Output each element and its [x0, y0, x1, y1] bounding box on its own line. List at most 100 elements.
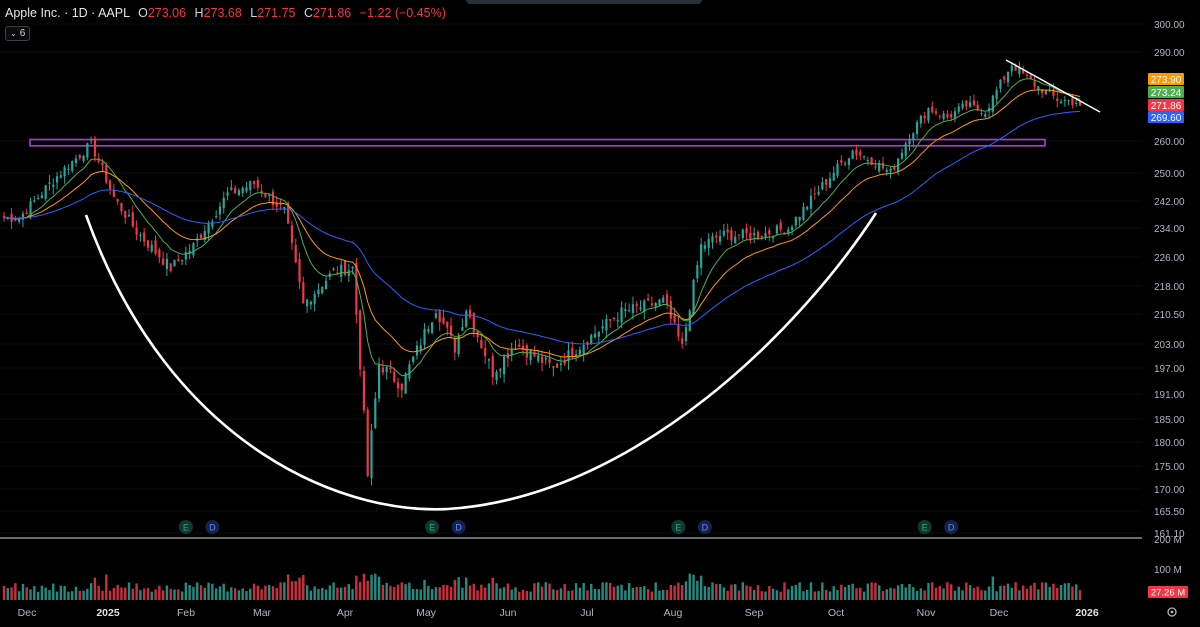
candle-body	[275, 202, 278, 207]
dividend-marker[interactable]: D	[205, 520, 220, 534]
volume-bar	[230, 587, 233, 600]
candle	[563, 353, 566, 367]
dividend-marker[interactable]: D	[451, 520, 466, 534]
volume-bar	[70, 591, 74, 600]
candle	[283, 206, 286, 214]
candle-body	[434, 313, 438, 318]
candle-body	[139, 235, 142, 237]
volume-bar	[824, 590, 828, 600]
volume-bar	[896, 585, 900, 600]
volume-bar	[1021, 585, 1025, 600]
candle	[643, 299, 646, 320]
volume-bar	[196, 582, 199, 600]
candle	[806, 205, 809, 211]
volume-bar	[279, 582, 282, 600]
volume-bar	[173, 589, 176, 600]
candle	[1025, 71, 1029, 79]
candle-body	[461, 327, 464, 331]
candle	[290, 220, 294, 250]
candle	[408, 360, 411, 382]
volume-bar	[870, 582, 873, 600]
volume-bar	[1037, 589, 1040, 600]
candle-body	[597, 331, 600, 337]
candle-body	[878, 162, 881, 172]
earnings-marker[interactable]: E	[178, 520, 193, 534]
candle	[434, 309, 438, 320]
candle	[688, 308, 691, 332]
dividend-marker[interactable]: D	[944, 520, 959, 534]
candle-body	[1033, 81, 1036, 87]
candle-body	[987, 108, 991, 111]
cup-curve-drawing[interactable]	[84, 212, 878, 511]
candle-body	[715, 235, 718, 238]
candle	[934, 108, 938, 116]
symbol-title[interactable]: Apple Inc. · 1D · AAPL	[5, 6, 130, 20]
volume-bar	[2, 585, 6, 600]
volume-bar	[658, 590, 661, 600]
candle	[593, 325, 597, 339]
candle-body	[82, 155, 85, 161]
volume-bar	[552, 589, 555, 600]
candle-body	[1048, 90, 1051, 92]
volume-bar	[290, 581, 294, 600]
earnings-marker[interactable]: E	[671, 520, 686, 534]
volume-pane	[2, 573, 1082, 600]
volume-bar	[256, 585, 260, 600]
candle-body	[340, 264, 343, 277]
volume-bar	[381, 584, 385, 600]
candle	[180, 259, 184, 266]
candle-body	[631, 304, 635, 313]
candle	[127, 209, 131, 217]
settings-gear-icon[interactable]	[1167, 607, 1177, 617]
candle-body	[908, 139, 911, 145]
candle-body	[809, 195, 813, 209]
volume-tick-label: 100 M	[1154, 565, 1182, 576]
candle	[677, 316, 680, 341]
candle-body	[400, 383, 403, 391]
candle-body	[931, 106, 934, 113]
volume-bar	[105, 574, 108, 600]
candle	[817, 185, 820, 196]
earnings-marker[interactable]: E	[917, 520, 932, 534]
volume-last-value: 27.26 M	[1151, 588, 1185, 599]
candle-body	[279, 203, 282, 205]
candle-body	[950, 114, 953, 118]
trend-line-drawing[interactable]	[1005, 59, 1101, 113]
candle-body	[305, 299, 309, 307]
last-price-badge	[1148, 99, 1184, 111]
volume-bar	[438, 587, 441, 600]
candle	[1044, 89, 1048, 95]
candle-body	[1063, 99, 1066, 101]
volume-bar	[514, 587, 517, 600]
candle-body	[101, 162, 104, 166]
candle	[468, 305, 472, 319]
earnings-marker[interactable]: E	[425, 520, 440, 534]
candle	[305, 298, 309, 313]
candle-body	[309, 301, 312, 305]
candle	[169, 263, 172, 273]
dividend-marker[interactable]: D	[697, 520, 712, 534]
candle-body	[976, 104, 979, 110]
volume-bar	[624, 590, 627, 600]
candle-body	[108, 180, 112, 190]
volume-bar	[355, 575, 358, 600]
top-handle[interactable]	[466, 0, 702, 4]
candle-body	[321, 287, 324, 294]
indicators-toggle[interactable]: ⌄ 6	[5, 26, 31, 41]
volume-bar	[309, 590, 313, 600]
volume-bar	[688, 573, 691, 600]
candle	[635, 300, 638, 313]
candle	[521, 339, 525, 356]
candle-body	[67, 168, 70, 170]
close-label: C	[303, 6, 313, 20]
candle-body	[730, 229, 733, 241]
candle-body	[662, 297, 665, 303]
candle	[317, 283, 320, 297]
candle-body	[859, 151, 862, 156]
volume-bar	[574, 583, 578, 600]
last-price-value: 271.86	[1151, 101, 1182, 112]
resistance-box[interactable]	[29, 138, 1046, 147]
volume-bar	[1003, 585, 1006, 600]
candle-body	[737, 234, 741, 236]
